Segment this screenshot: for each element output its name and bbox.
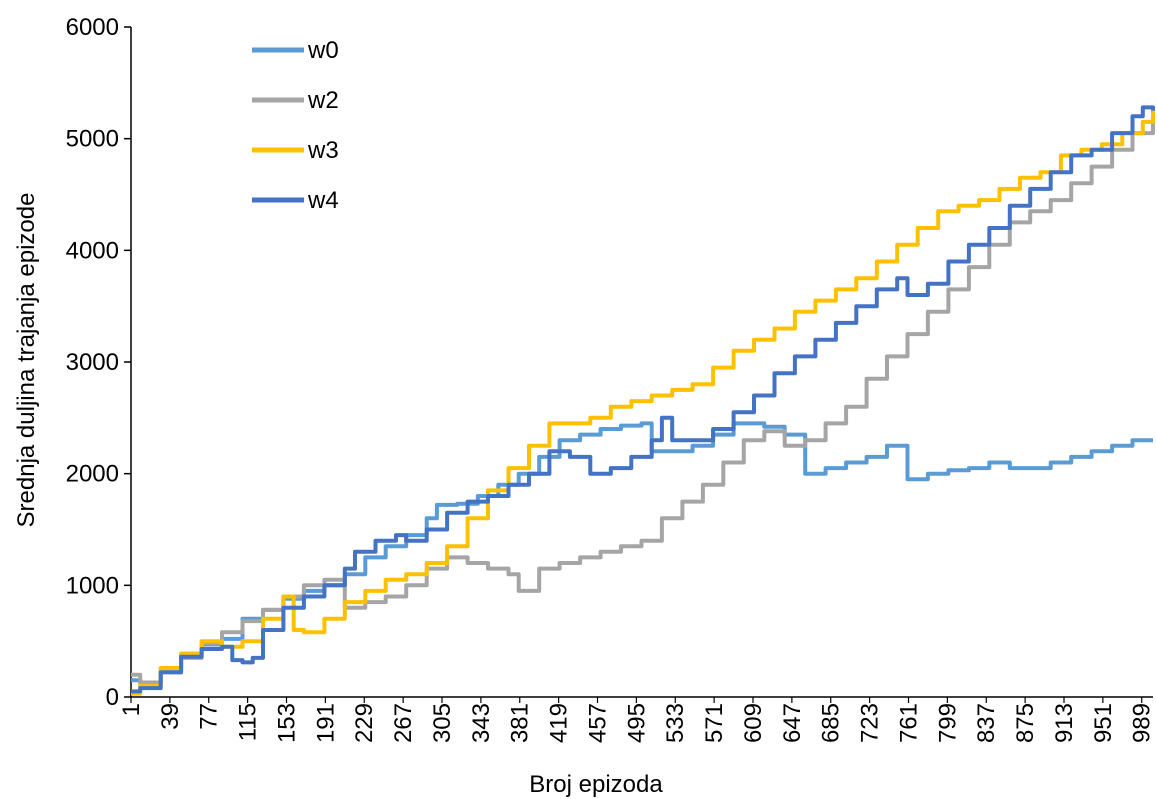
x-axis-ticks: 1 39 77 115 153 191 229 267 305 343 381 419 457 495 53… [118,697,1156,743]
x-tick-label: 989 [1129,703,1156,743]
x-tick-label: 153 [273,703,300,743]
y-tick-label: 4000 [66,237,119,264]
y-tick-label: 3000 [66,349,119,376]
x-tick-label: 305 [429,703,456,743]
legend-label-w2: w2 [307,87,339,114]
x-tick-label: 381 [507,703,534,743]
x-tick-label: 191 [312,703,339,743]
x-tick-label: 647 [779,703,806,743]
x-tick-label: 609 [740,703,767,743]
y-tick-label: 2000 [66,461,119,488]
x-tick-label: 913 [1051,703,1078,743]
x-tick-label: 799 [934,703,961,743]
legend-label-w4: w4 [307,187,339,214]
x-tick-label: 837 [973,703,1000,743]
y-tick-label: 1000 [66,572,119,599]
y-tick-label: 0 [106,684,119,711]
x-tick-label: 457 [584,703,611,743]
x-tick-label: 571 [701,703,728,743]
series-line-w3 [131,110,1155,696]
series-line-w0 [131,421,1153,686]
series-line-w4 [131,105,1155,694]
x-tick-label: 761 [895,703,922,743]
x-tick-label: 875 [1012,703,1039,743]
x-tick-label: 495 [623,703,650,743]
x-tick-label: 77 [196,703,223,730]
y-tick-label: 5000 [66,126,119,153]
x-tick-label: 267 [390,703,417,743]
x-tick-label: 723 [857,703,884,743]
x-tick-label: 685 [818,703,845,743]
x-tick-label: 951 [1090,703,1117,743]
series-lines [131,105,1155,696]
x-tick-label: 1 [118,703,145,716]
y-tick-label: 6000 [66,14,119,41]
x-tick-label: 343 [468,703,495,743]
legend-label-w3: w3 [307,137,339,164]
legend-label-w0: w0 [307,37,339,64]
x-tick-label: 115 [235,703,262,741]
x-tick-label: 419 [546,703,573,743]
x-tick-label: 39 [157,703,184,730]
x-tick-label: 533 [662,703,689,743]
x-tick-label: 229 [351,703,378,743]
y-axis-ticks: 0 1000 2000 3000 4000 5000 6000 [66,14,131,711]
y-axis-label: Srednja duljina trajanja epizode [13,193,40,528]
x-axis-label: Broj epizoda [529,771,663,798]
legend: w0 w2 w3 w4 [252,37,339,214]
